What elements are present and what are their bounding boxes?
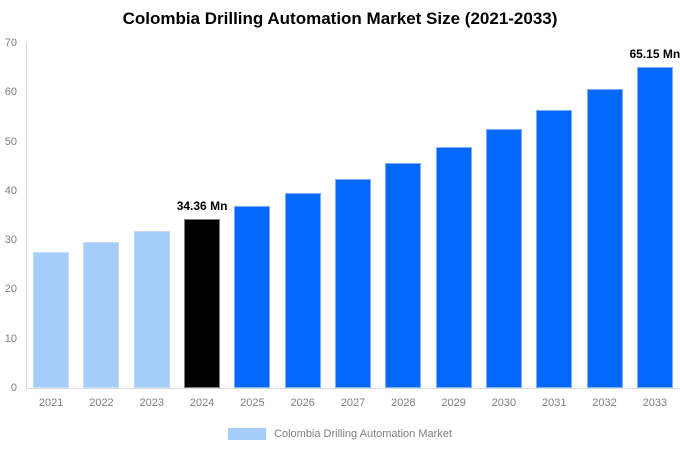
- bar-2025[interactable]: [234, 206, 271, 388]
- y-tick-label-30: 30: [4, 234, 17, 247]
- value-label-2033: 65.15 Mn: [629, 46, 680, 61]
- bar-2027[interactable]: [335, 178, 371, 388]
- x-tick-label-2033: 2033: [642, 397, 668, 409]
- y-tick-label-40: 40: [4, 184, 17, 197]
- bar-2032[interactable]: [586, 88, 623, 388]
- value-label-2024: 34.36 Mn: [176, 198, 228, 213]
- legend-swatch[interactable]: [228, 428, 267, 440]
- y-tick-label-50: 50: [4, 135, 17, 148]
- y-tick-label-70: 70: [4, 37, 17, 49]
- bar-2021[interactable]: [33, 252, 70, 388]
- y-axis-line: [26, 43, 27, 388]
- chart-title: Colombia Drilling Automation Market Size…: [122, 9, 558, 28]
- x-tick-label-2024: 2024: [189, 397, 215, 409]
- x-tick-label-2022: 2022: [89, 397, 114, 409]
- x-tick-label-2029: 2029: [441, 397, 466, 409]
- y-tick-label-0: 0: [10, 382, 17, 394]
- legend-label[interactable]: Colombia Drilling Automation Market: [274, 428, 452, 440]
- y-tick-label-60: 60: [4, 86, 17, 99]
- x-tick-label-2032: 2032: [592, 397, 617, 409]
- legend[interactable]: Colombia Drilling Automation Market: [0, 428, 680, 440]
- x-tick-label-2030: 2030: [491, 397, 517, 409]
- x-tick-label-2031: 2031: [541, 397, 567, 409]
- bar-2022[interactable]: [83, 242, 120, 388]
- x-tick-label-2026: 2026: [290, 397, 315, 409]
- y-tick-label-20: 20: [4, 283, 17, 296]
- x-axis-baseline: [26, 388, 680, 389]
- bar-2028[interactable]: [385, 162, 422, 388]
- bar-2029[interactable]: [435, 146, 472, 388]
- x-tick-label-2021: 2021: [38, 397, 64, 409]
- x-tick-label-2023: 2023: [139, 397, 164, 409]
- bar-2033[interactable]: [636, 66, 673, 388]
- plot-area: [26, 43, 680, 388]
- bar-2030[interactable]: [485, 128, 522, 388]
- x-tick-label-2027: 2027: [340, 397, 366, 409]
- bar-2026[interactable]: [284, 192, 321, 388]
- x-tick-label-2028: 2028: [391, 397, 416, 409]
- x-tick-label-2025: 2025: [240, 397, 265, 409]
- bar-2024[interactable]: [184, 218, 221, 388]
- y-tick-label-10: 10: [4, 332, 17, 345]
- bar-2023[interactable]: [133, 230, 170, 388]
- bar-2031[interactable]: [536, 109, 573, 388]
